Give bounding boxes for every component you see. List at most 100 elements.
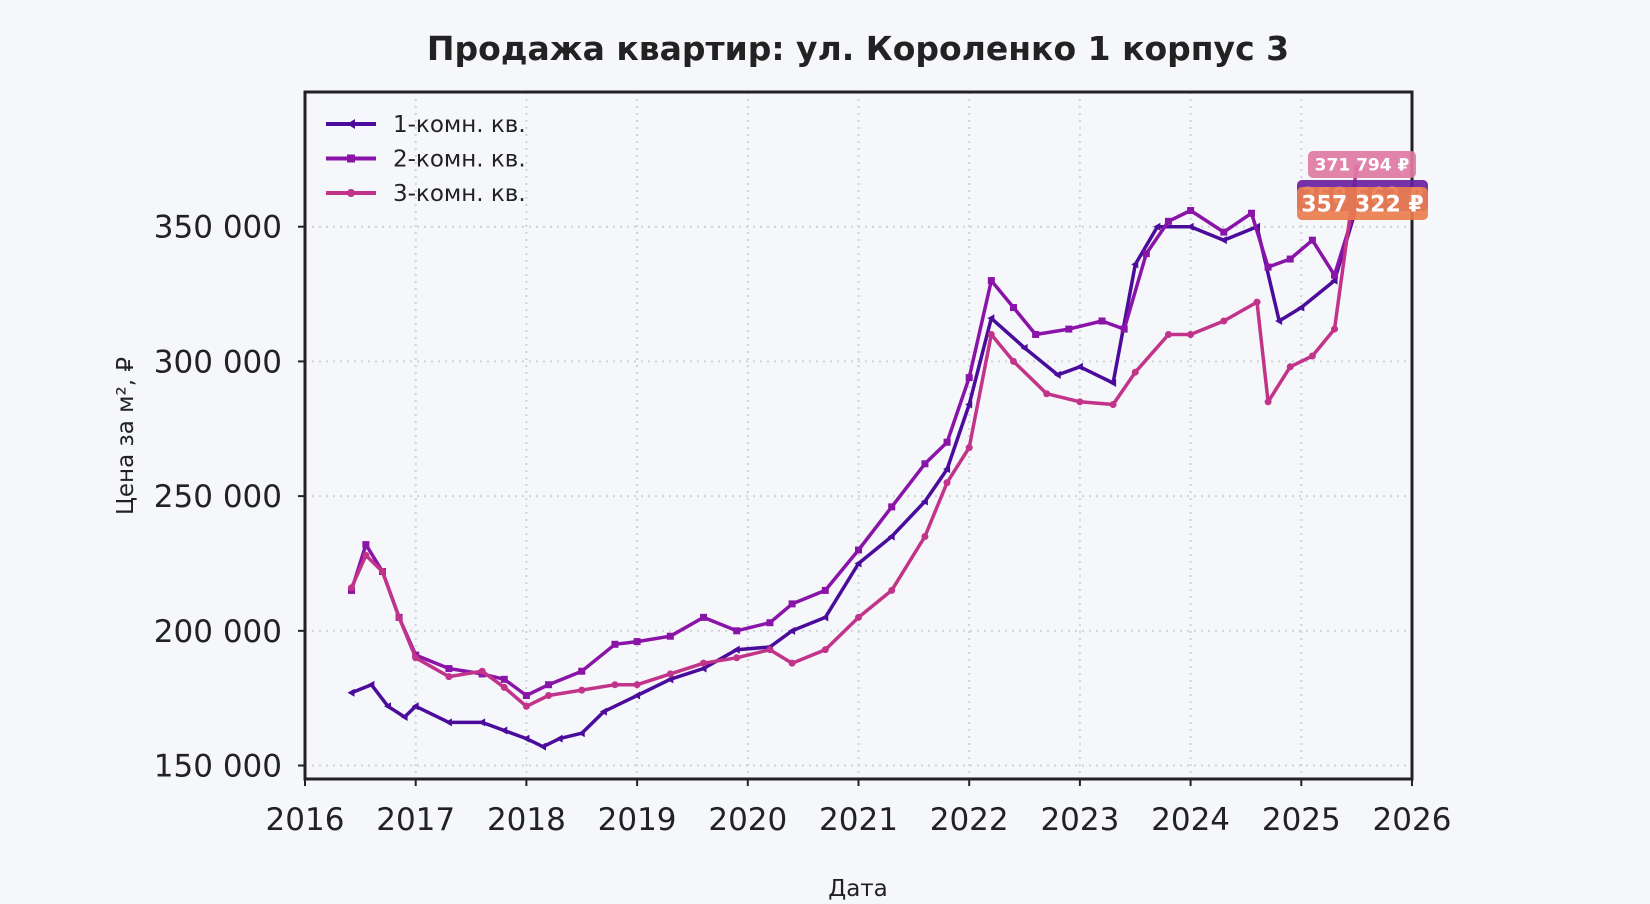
data-point	[633, 638, 641, 646]
data-point	[1109, 401, 1117, 409]
data-point	[611, 681, 619, 689]
data-point	[1009, 357, 1017, 365]
data-point	[522, 734, 530, 743]
data-point	[362, 541, 370, 549]
x-axis-label: Дата	[828, 876, 888, 900]
data-point	[412, 654, 420, 662]
data-point	[578, 686, 586, 694]
y-axis-label: Цена за м², ₽	[113, 357, 139, 515]
x-tick-label: 2026	[1373, 802, 1452, 838]
data-point	[555, 734, 563, 743]
data-point	[1053, 370, 1061, 379]
data-point	[965, 374, 973, 382]
data-point	[444, 718, 452, 727]
series-line	[349, 203, 1359, 698]
data-point	[666, 632, 674, 640]
data-point	[854, 559, 862, 568]
data-point	[1264, 263, 1272, 271]
data-point	[545, 691, 553, 699]
data-point	[500, 726, 508, 735]
legend-marker	[347, 119, 355, 129]
data-point	[1109, 378, 1117, 387]
x-tick-label: 2017	[376, 802, 455, 838]
data-point	[1009, 304, 1017, 312]
data-point	[384, 702, 392, 711]
data-point	[821, 586, 829, 594]
data-point	[788, 600, 796, 608]
legend-label: 2-комн. кв.	[393, 147, 526, 173]
x-tick-label: 2016	[266, 802, 345, 838]
data-point	[1164, 217, 1172, 225]
legend: 1-комн. кв. 2-комн. кв. 3-комн. кв.	[326, 112, 526, 207]
data-point	[733, 627, 741, 635]
data-point	[987, 330, 995, 338]
data-point	[965, 400, 973, 409]
data-point	[1220, 317, 1228, 325]
legend-marker	[347, 189, 355, 197]
data-point	[1187, 330, 1195, 338]
y-tick-label: 200 000	[154, 614, 282, 650]
data-point	[362, 551, 370, 559]
data-point	[943, 438, 951, 446]
data-point	[766, 646, 774, 654]
data-point	[445, 673, 453, 681]
data-point	[1186, 222, 1194, 231]
data-point	[1286, 363, 1294, 371]
legend-label: 1-комн. кв.	[393, 112, 526, 138]
data-point	[1131, 260, 1139, 269]
data-point	[1264, 398, 1272, 406]
data-point	[1286, 255, 1294, 263]
series-2	[347, 200, 1361, 699]
x-tick-label: 2019	[598, 802, 677, 838]
axis-ticks: 2016 2017 2018 2019 2020 2021 2022 2023 2024 2025…	[154, 210, 1452, 838]
y-tick-label: 250 000	[154, 479, 282, 515]
data-point	[943, 465, 951, 474]
data-point	[367, 680, 375, 689]
data-point	[1331, 271, 1339, 279]
series-1	[347, 202, 1360, 751]
x-tick-label: 2021	[819, 802, 898, 838]
data-point	[855, 546, 862, 554]
data-point	[577, 729, 585, 738]
data-point	[1308, 236, 1316, 244]
data-point	[1131, 368, 1139, 376]
data-point	[1275, 317, 1283, 325]
data-point	[1032, 330, 1040, 338]
data-point	[611, 640, 619, 648]
end-labels: 371 794 ₽358 563 ₽357 322 ₽	[1297, 151, 1428, 220]
legend-label: 3-комн. кв.	[393, 181, 526, 207]
data-point	[1297, 303, 1305, 312]
data-point	[347, 584, 355, 592]
legend-item: 3-комн. кв.	[326, 181, 526, 207]
end-label-badge	[1308, 151, 1416, 178]
data-point	[1120, 325, 1128, 333]
data-point	[545, 681, 553, 689]
data-point	[699, 664, 707, 673]
chart-title: Продажа квартир: ул. Короленко 1 корпус …	[427, 29, 1289, 68]
series-lines	[347, 164, 1361, 751]
data-point	[1253, 298, 1261, 306]
end-label-text: 371 794 ₽	[1315, 156, 1410, 176]
data-point	[1247, 209, 1255, 217]
data-point	[887, 532, 895, 541]
x-tick-label: 2018	[487, 802, 566, 838]
data-point	[965, 444, 973, 452]
y-tick-label: 150 000	[154, 749, 282, 785]
legend-item: 1-комн. кв.	[326, 112, 526, 138]
series-line	[349, 167, 1359, 709]
data-point	[987, 277, 995, 285]
data-point	[1142, 250, 1150, 258]
data-point	[1075, 362, 1083, 371]
data-point	[522, 691, 530, 699]
data-point	[578, 667, 586, 675]
legend-marker	[347, 154, 355, 163]
data-point	[445, 665, 453, 673]
data-point	[821, 613, 829, 622]
data-point	[855, 613, 862, 621]
data-point	[1331, 325, 1339, 333]
data-point	[1076, 398, 1084, 406]
data-point	[599, 707, 607, 716]
legend-item: 2-комн. кв.	[326, 147, 526, 173]
